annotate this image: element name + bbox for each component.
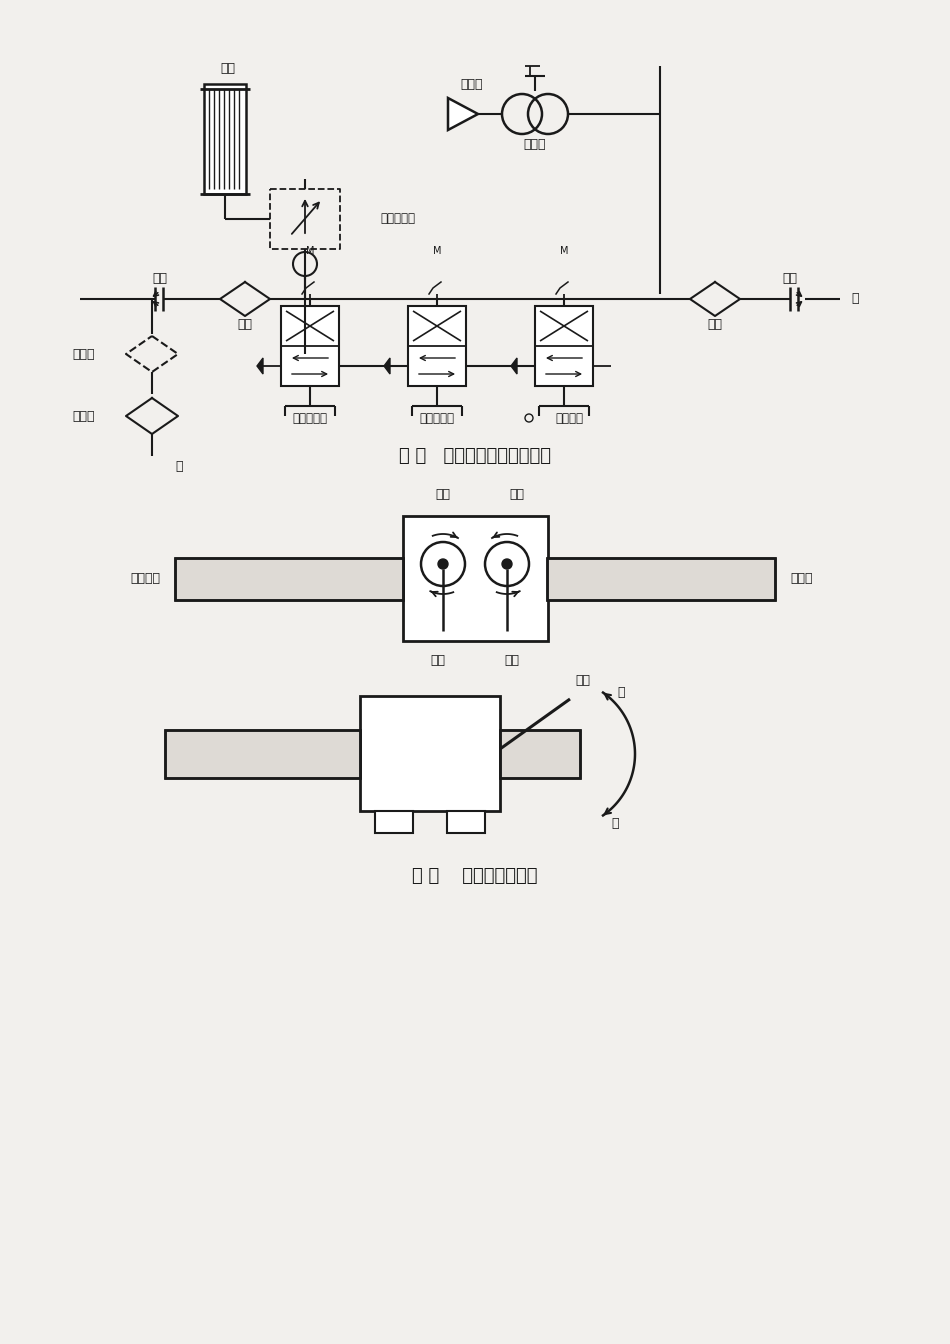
Text: 滤网: 滤网 — [708, 317, 723, 331]
Text: 气腿控制阀: 气腿控制阀 — [293, 411, 328, 425]
Bar — [165, 730, 360, 778]
Bar — [360, 696, 500, 810]
Text: 气马达: 气马达 — [523, 137, 546, 151]
Text: 马达: 马达 — [575, 675, 590, 688]
Text: M: M — [560, 246, 568, 255]
Polygon shape — [384, 358, 390, 374]
Bar — [281, 306, 339, 386]
Circle shape — [438, 559, 448, 569]
Text: 关: 关 — [618, 685, 625, 699]
Text: 马达控制阀: 马达控制阀 — [420, 411, 454, 425]
Polygon shape — [511, 358, 517, 374]
Bar — [165, 730, 360, 778]
Bar — [175, 558, 403, 599]
Text: 接头: 接头 — [783, 273, 797, 285]
Text: 气腿伸缩: 气腿伸缩 — [130, 573, 160, 586]
Bar — [204, 83, 246, 194]
Text: M: M — [306, 246, 314, 255]
Text: 最小: 最小 — [430, 655, 446, 668]
Text: 注油器: 注油器 — [72, 348, 95, 360]
Text: 图 一   气、水系统原理示意图: 图 一 气、水系统原理示意图 — [399, 448, 551, 465]
Bar — [535, 306, 593, 386]
Polygon shape — [257, 358, 263, 374]
Text: M: M — [433, 246, 441, 255]
Text: 最大: 最大 — [509, 488, 524, 501]
Text: 消音器: 消音器 — [461, 78, 484, 90]
Text: 气: 气 — [175, 460, 182, 473]
Bar — [403, 516, 548, 641]
Polygon shape — [448, 98, 478, 130]
Circle shape — [502, 559, 512, 569]
Text: 水控制阀: 水控制阀 — [555, 411, 583, 425]
Bar — [375, 810, 413, 833]
Text: 图 二    操作机构说明图: 图 二 操作机构说明图 — [412, 867, 538, 884]
Bar — [547, 558, 775, 599]
Bar — [500, 730, 580, 778]
Bar — [547, 558, 775, 599]
Text: 滤网: 滤网 — [238, 317, 253, 331]
Text: 气缸: 气缸 — [220, 63, 236, 75]
Bar — [447, 810, 485, 833]
Bar — [408, 306, 466, 386]
Text: 过滤网: 过滤网 — [72, 410, 95, 422]
Bar — [175, 558, 403, 599]
Text: 接头: 接头 — [153, 273, 167, 285]
Text: 最大: 最大 — [435, 488, 450, 501]
Bar — [500, 730, 580, 778]
Text: 快速排气阀: 快速排气阀 — [380, 212, 415, 226]
Text: 最小: 最小 — [504, 655, 520, 668]
Text: 开: 开 — [611, 817, 618, 831]
Text: 水: 水 — [851, 293, 859, 305]
Text: 冲洗水: 冲洗水 — [790, 573, 812, 586]
